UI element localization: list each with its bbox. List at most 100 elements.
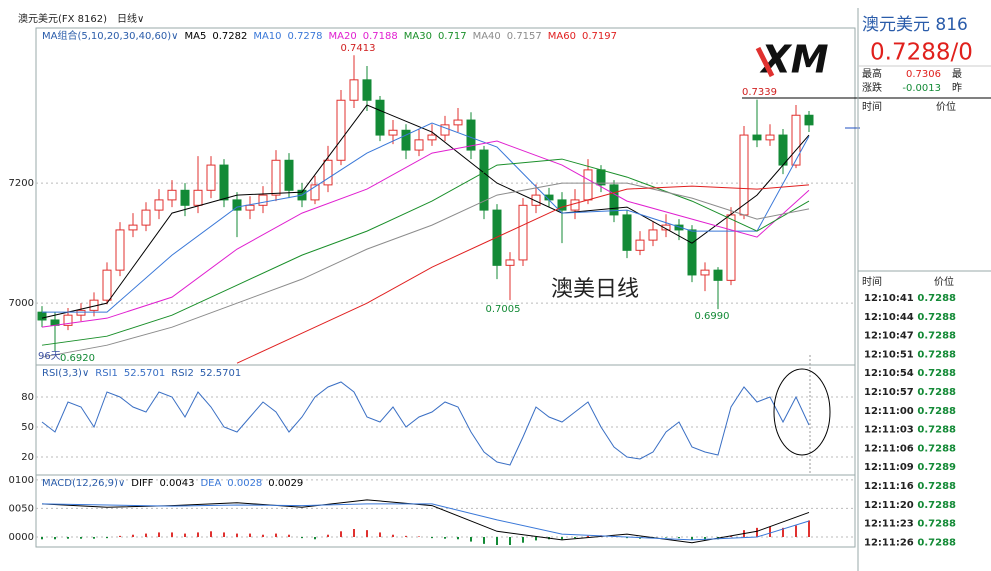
y-tick-label: 7000 xyxy=(9,298,34,309)
tick-time: 12:11:26 xyxy=(864,537,914,548)
tick-price: 0.7288 xyxy=(917,425,956,436)
tick-time: 12:10:51 xyxy=(864,349,914,360)
legend-text: MA60 xyxy=(548,31,576,42)
legend-text: 0.7282 xyxy=(212,31,247,42)
legend-text: RSI2 xyxy=(171,368,194,379)
candle-body xyxy=(765,134,775,141)
tick-time: 12:11:03 xyxy=(864,425,914,436)
tick-time: 12:10:57 xyxy=(864,387,914,398)
period-selector[interactable]: 日线∨ xyxy=(117,12,144,25)
candle-body xyxy=(76,309,86,316)
legend-text: 0.7278 xyxy=(288,31,323,42)
tick-time: 12:11:16 xyxy=(864,481,914,492)
candle-body xyxy=(427,134,437,141)
candle-body xyxy=(37,311,47,321)
candle-body xyxy=(271,159,281,196)
series-line xyxy=(236,184,810,364)
y-tick-label: 80 xyxy=(21,392,34,403)
candle-body xyxy=(154,199,164,211)
legend-text: RSI1 xyxy=(95,368,118,379)
candle-body xyxy=(505,259,515,266)
candle-body xyxy=(453,119,463,126)
legend-text: MA组合(5,10,20,30,40,60)∨ xyxy=(42,29,178,42)
label: 昨 xyxy=(952,82,962,94)
legend-text: MACD(12,26,9)∨ xyxy=(42,478,125,489)
candle-body xyxy=(635,239,645,251)
tick-price: 0.7289 xyxy=(917,462,956,473)
candle-body xyxy=(661,224,671,231)
candle-body xyxy=(414,139,424,151)
candle-body xyxy=(583,169,593,201)
candle-body xyxy=(102,269,112,301)
candle-body xyxy=(492,209,502,266)
series-line xyxy=(42,122,810,313)
tick-time: 12:10:47 xyxy=(864,331,914,342)
legend-text: MA30 xyxy=(404,31,432,42)
series-line xyxy=(41,104,810,319)
logo-accent xyxy=(755,46,775,78)
candle-body xyxy=(804,114,814,126)
y-tick-label: 20 xyxy=(21,452,34,463)
label: 最 xyxy=(952,68,962,80)
candle-body xyxy=(648,229,658,241)
candle-body xyxy=(206,164,216,191)
candle-body xyxy=(258,194,268,206)
overlay-text: 澳美日线 xyxy=(551,277,639,302)
y-tick-label: 50 xyxy=(21,422,34,433)
series-line xyxy=(41,499,810,544)
candle-body xyxy=(219,164,229,201)
annotation: 0.7413 xyxy=(341,43,376,54)
candle-body xyxy=(466,119,476,151)
candle-body xyxy=(245,204,255,211)
legend-text: DIFF xyxy=(131,478,153,489)
candle-body xyxy=(375,99,385,136)
legend-text: MA40 xyxy=(473,31,501,42)
y-tick-label: 0100 xyxy=(9,475,34,486)
tick-price: 0.7288 xyxy=(917,349,956,360)
candle-body xyxy=(310,184,320,201)
tick-price: 0.7288 xyxy=(917,406,956,417)
tick-time: 12:10:54 xyxy=(864,368,914,379)
label: 涨跌 xyxy=(862,81,882,94)
tick-price: 0.7288 xyxy=(917,443,956,454)
candle-body xyxy=(284,159,294,191)
candle-body xyxy=(557,199,567,211)
column-header: 时间 xyxy=(862,275,882,288)
annotation: 0.7339 xyxy=(742,87,777,98)
candle-body xyxy=(713,269,723,281)
tick-price: 0.7288 xyxy=(917,519,956,530)
tick-price: 0.7288 xyxy=(917,500,956,511)
legend-text: DEA xyxy=(200,478,221,489)
series-line xyxy=(41,158,810,346)
column-header: 时间 xyxy=(862,100,882,113)
column-header: 价位 xyxy=(934,275,954,288)
candle-body xyxy=(622,214,632,251)
tick-time: 12:11:09 xyxy=(864,462,914,473)
legend-text: 0.7188 xyxy=(363,31,398,42)
tick-price: 0.7288 xyxy=(917,368,956,379)
annotation: 0.7005 xyxy=(486,304,521,315)
candle-body xyxy=(518,204,528,261)
tick-time: 12:10:44 xyxy=(864,312,914,323)
legend-text: 52.5701 xyxy=(124,368,165,379)
tick-price: 0.7288 xyxy=(917,312,956,323)
y-tick-label: 7200 xyxy=(9,178,34,189)
tick-price: 0.7288 xyxy=(917,387,956,398)
annotation: 0.6920 xyxy=(60,353,95,364)
candle-body xyxy=(232,199,242,211)
candle-body xyxy=(401,129,411,151)
candle-body xyxy=(687,229,697,276)
candle-body xyxy=(362,79,372,101)
value: 0.7306 xyxy=(906,69,941,80)
tick-time: 12:10:41 xyxy=(864,293,914,304)
series-line xyxy=(41,503,810,541)
candle-body xyxy=(193,189,203,206)
value: -0.0013 xyxy=(902,83,941,94)
legend-text: 0.717 xyxy=(438,31,467,42)
legend-text: MA10 xyxy=(253,31,281,42)
legend-text: 52.5701 xyxy=(200,368,241,379)
annotation: 0.6990 xyxy=(695,311,730,322)
